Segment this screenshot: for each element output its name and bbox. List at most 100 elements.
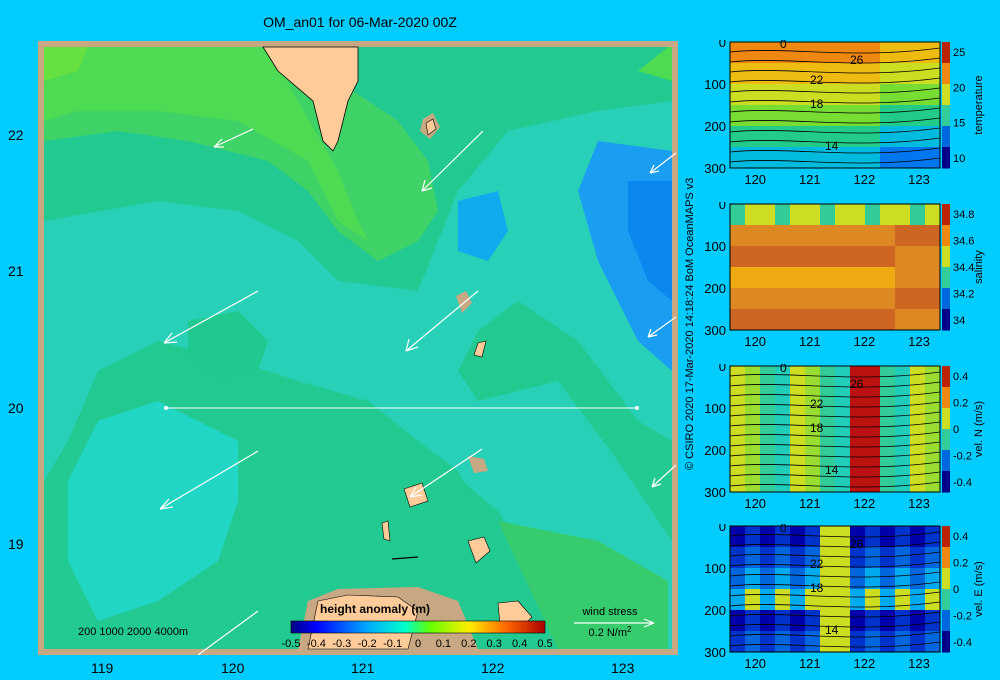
lat-tick-22: 22	[8, 127, 24, 143]
panel-colorbar-segment	[942, 309, 950, 331]
section-cell	[730, 309, 746, 331]
contour-line	[729, 441, 941, 448]
depth-tick: 0	[719, 524, 726, 534]
contour-line	[729, 631, 941, 638]
depth-tick: 0	[719, 40, 726, 50]
contour-line	[729, 87, 941, 94]
section-cell	[730, 471, 746, 493]
depth-tick: 100	[704, 401, 726, 416]
section-cell	[820, 267, 836, 289]
section-cell	[805, 429, 821, 451]
section-cell	[790, 63, 806, 85]
section-cell	[835, 246, 851, 268]
section-cell	[925, 42, 941, 64]
panel-colorbar-segment	[942, 366, 950, 388]
section-cell	[745, 631, 761, 653]
section-cell	[910, 631, 926, 653]
section-cell	[730, 147, 746, 169]
depth-legend: 200 1000 2000 4000m	[78, 626, 188, 638]
section-cell	[820, 589, 836, 611]
contour-line	[729, 381, 941, 388]
lon-tick-119: 119	[91, 660, 114, 676]
section-cell	[790, 288, 806, 310]
section-cell	[775, 526, 791, 548]
section-cell	[835, 610, 851, 632]
colorbar-tick-label: -0.2	[358, 638, 377, 650]
contour-line	[729, 137, 941, 144]
section-cell	[760, 387, 776, 409]
section-cell	[895, 526, 911, 548]
panel-colorbar-segment	[942, 526, 950, 548]
depth-tick: 300	[704, 161, 726, 176]
section-cell	[850, 246, 866, 268]
section-cell	[850, 408, 866, 430]
main-map[interactable]: wind stress 0.2 N/m2 200 1000 2000 4000m…	[38, 41, 678, 655]
section-cell	[775, 589, 791, 611]
colorbar-tick-label: -0.4	[307, 638, 326, 650]
contour-line	[729, 481, 941, 488]
section-cell	[760, 204, 776, 226]
section-cell	[850, 568, 866, 590]
section-cell	[805, 42, 821, 64]
section-cell	[925, 568, 941, 590]
section-cell	[805, 526, 821, 548]
section-cell	[895, 204, 911, 226]
section-cell	[805, 547, 821, 569]
section-cell	[835, 408, 851, 430]
section-lon-tick: 121	[799, 334, 821, 349]
section-cell	[925, 610, 941, 632]
panel-colorbar-segment	[942, 408, 950, 430]
section-cell	[745, 147, 761, 169]
panel-colorbar-tick: 34	[953, 315, 965, 327]
section-cell	[790, 526, 806, 548]
section-cell	[790, 42, 806, 64]
section-panel-2[interactable]: 0 26 22 18 14 0 100 200 300 120 121 122 123 0.4 0.2 0 -0…	[700, 364, 990, 514]
section-cell	[865, 450, 881, 472]
section-cell	[805, 471, 821, 493]
contour-line	[729, 147, 941, 154]
panel-colorbar-tick: 25	[953, 47, 965, 59]
section-cell	[835, 429, 851, 451]
section-cell	[775, 366, 791, 388]
section-cell	[820, 63, 836, 85]
section-cell	[805, 387, 821, 409]
section-cell	[805, 631, 821, 653]
section-panel-1[interactable]: 0 100 200 300 120 121 122 123 34.8 34.6 34.4 34.2 34…	[700, 202, 990, 352]
section-cell	[775, 568, 791, 590]
panel-colorbar-tick: 0	[953, 584, 959, 596]
section-lon-tick: 123	[908, 334, 930, 349]
section-panel-0[interactable]: 0 26 22 18 14 0 100 200 300 120 121 122 123 25 20 15 10 t…	[700, 40, 990, 190]
section-cell	[745, 408, 761, 430]
contour-line	[729, 47, 941, 54]
lon-tick-123: 123	[611, 660, 635, 676]
section-cell	[790, 225, 806, 247]
section-cell	[790, 126, 806, 148]
section-cell	[910, 246, 926, 268]
section-cell	[865, 225, 881, 247]
section-cell	[745, 387, 761, 409]
contour-label: 26	[850, 53, 864, 67]
panel-colorbar-tick: -0.2	[953, 451, 972, 463]
section-lon-tick: 123	[908, 656, 930, 671]
section-cell	[910, 42, 926, 64]
section-cell	[850, 84, 866, 106]
section-cell	[880, 387, 896, 409]
section-cell	[910, 610, 926, 632]
section-cell	[910, 450, 926, 472]
section-panel-3[interactable]: 0 26 22 18 14 0 100 200 300 120 121 122 123 0.4 0.2 0 -0…	[700, 524, 990, 674]
section-cell	[925, 309, 941, 331]
credit-text: © CSIRO 2020 17-Mar-2020 14:18:24 BoM Oc…	[684, 177, 696, 470]
colorbar-tick-label: 0.4	[512, 638, 527, 650]
depth-tick: 200	[704, 443, 726, 458]
section-cell	[790, 568, 806, 590]
section-cell	[850, 204, 866, 226]
section-cell	[820, 547, 836, 569]
section-cell	[775, 471, 791, 493]
section-lon-tick: 123	[908, 172, 930, 187]
depth-tick: 0	[719, 202, 726, 212]
contour-label: 22	[810, 397, 824, 411]
section-cell	[925, 631, 941, 653]
section-cell	[895, 471, 911, 493]
depth-tick: 200	[704, 603, 726, 618]
section-cell	[745, 471, 761, 493]
